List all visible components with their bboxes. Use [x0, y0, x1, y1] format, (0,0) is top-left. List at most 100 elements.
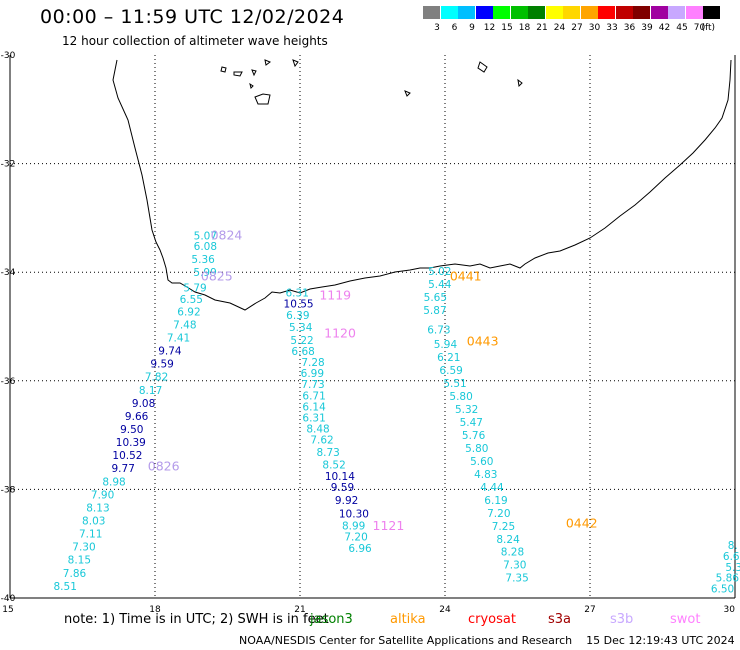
wave-height-label: 7.30 — [72, 542, 95, 554]
legend-swatch — [545, 6, 563, 19]
pass-time-label: 1121 — [373, 518, 405, 533]
wave-height-label: 8.52 — [322, 460, 345, 472]
track-0824: 5.076.085.365.99 5.796.556.927.487.41 9.74… — [54, 228, 243, 593]
legend-swatch — [493, 6, 510, 19]
lon-tick-label: 18 — [149, 605, 161, 615]
wave-height-label: 6.6 — [723, 551, 740, 563]
wave-height-label: 5.76 — [462, 430, 486, 442]
wave-height-label: 9.74 — [158, 346, 182, 358]
island-3 — [251, 69, 257, 77]
track-0441: 5.025.445.655.876.735.946.216.595.515.80… — [423, 266, 597, 585]
map-title: 00:00 – 11:59 UTC 12/02/2024 — [40, 6, 345, 28]
legend-swatch — [528, 6, 545, 19]
credit-line: NOAA/NESDIS Center for Satellite Applica… — [239, 634, 735, 647]
legend-label: 24 — [553, 23, 566, 33]
track-1119: 6.3110.556.395.345.226.687.286.997.736.7… — [284, 287, 405, 554]
island-9 — [517, 78, 523, 88]
wave-height-label: 6.21 — [437, 352, 460, 364]
wave-height-label: 8.28 — [501, 547, 524, 559]
pass-time-label: 0826 — [148, 458, 180, 473]
satellite-altika: altika — [390, 612, 426, 627]
satellite-jason3: jason3 — [310, 612, 353, 627]
legend-swatch — [668, 6, 685, 19]
lon-tick-label: 30 — [724, 605, 736, 615]
legend-unit: (ft) — [701, 23, 716, 33]
coastline — [112, 59, 732, 311]
wave-height-label: 5.87 — [423, 305, 446, 317]
legend-swatch — [423, 6, 440, 19]
legend-swatch — [458, 6, 475, 19]
wave-height-label: 10.30 — [339, 508, 369, 520]
satellite-swot: swot — [670, 612, 701, 627]
lon-tick-label: 27 — [584, 605, 595, 615]
track-edge: 8.6.65.385.866.50 — [711, 540, 740, 595]
wave-height-label: 8.03 — [82, 515, 105, 527]
legend-swatch — [615, 6, 633, 19]
legend-label: 42 — [658, 23, 671, 33]
wave-height-label: 6.71 — [302, 390, 325, 402]
pass-time-label: 0442 — [566, 515, 598, 530]
wave-height-label: 5.47 — [460, 417, 483, 429]
wave-height-label: 6.92 — [177, 306, 200, 318]
wave-height-label: 7.35 — [505, 573, 528, 585]
legend-label: 70 — [693, 23, 706, 33]
pass-time-label: 0443 — [467, 334, 499, 349]
wave-height-label: 5.94 — [434, 339, 458, 351]
wave-height-label: 8.51 — [54, 581, 77, 593]
wave-height-label: 7.48 — [173, 319, 196, 331]
legend-swatch — [650, 6, 668, 19]
wave-height-label: 7.86 — [63, 568, 87, 580]
pass-time-label: 1119 — [319, 287, 351, 302]
wave-height-label: 7.73 — [301, 379, 324, 391]
wave-height-label: 6.68 — [291, 346, 314, 358]
satellite-s3a: s3a — [548, 612, 572, 627]
wave-height-label: 5.80 — [465, 443, 488, 455]
wave-height-label: 7.30 — [503, 560, 526, 572]
wave-height-label: 5.38 — [725, 562, 740, 574]
legend-swatch — [685, 6, 703, 19]
wave-height-label: 8.15 — [68, 555, 91, 567]
legend-label: 39 — [641, 23, 653, 33]
wave-height-label: 5.34 — [289, 322, 313, 334]
wave-height-label: 7.90 — [91, 489, 114, 501]
wave-height-label: 5.02 — [428, 266, 451, 278]
wave-height-label: 9.50 — [120, 424, 143, 436]
wave-height-label: 6.59 — [439, 365, 462, 377]
wave-height-label: 6.55 — [180, 294, 203, 306]
island-2 — [233, 71, 243, 77]
island-4 — [249, 82, 254, 89]
wave-height-label: 6.73 — [427, 325, 450, 337]
island-10 — [404, 90, 411, 97]
legend-swatch — [475, 6, 493, 19]
south-africa-coast — [112, 59, 732, 311]
legend-swatch — [510, 6, 528, 19]
wave-height-label: 7.82 — [145, 372, 168, 384]
lon-tick-label: 24 — [439, 605, 451, 615]
legend-label: 21 — [536, 23, 548, 33]
wave-height-label: 7.25 — [492, 521, 515, 533]
pass-time-label: 0441 — [450, 268, 482, 283]
legend-swatch — [633, 6, 650, 19]
wave-height-label: 4.83 — [474, 469, 497, 481]
wave-height-label: 9.66 — [125, 411, 149, 423]
legend-swatch — [440, 6, 458, 19]
generated-timestamp: 15 Dec 12:19:43 UTC 2024 — [586, 634, 735, 647]
wave-height-label: 6.31 — [302, 413, 325, 425]
lat-tick-label: -38 — [1, 485, 16, 495]
wave-height-label: 8.17 — [139, 385, 162, 397]
wave-height-label: 5.32 — [455, 404, 478, 416]
wave-height-label: 10.52 — [112, 450, 142, 462]
wave-height-label: 10.39 — [116, 437, 146, 449]
wave-height-label: 5.07 — [194, 231, 217, 243]
legend-label: 3 — [434, 23, 440, 33]
legend-label: 33 — [606, 23, 618, 33]
legend-label: 9 — [469, 23, 475, 33]
wave-height-label: 5.22 — [290, 335, 313, 347]
wave-height-label: 7.28 — [301, 357, 324, 369]
wave-height-label: 6.99 — [301, 368, 324, 380]
wave-height-label: 9.92 — [335, 495, 358, 507]
lat-tick-label: -30 — [1, 51, 16, 61]
wave-height-label: 8.98 — [102, 476, 125, 488]
wave-height-label: 9.08 — [132, 398, 155, 410]
